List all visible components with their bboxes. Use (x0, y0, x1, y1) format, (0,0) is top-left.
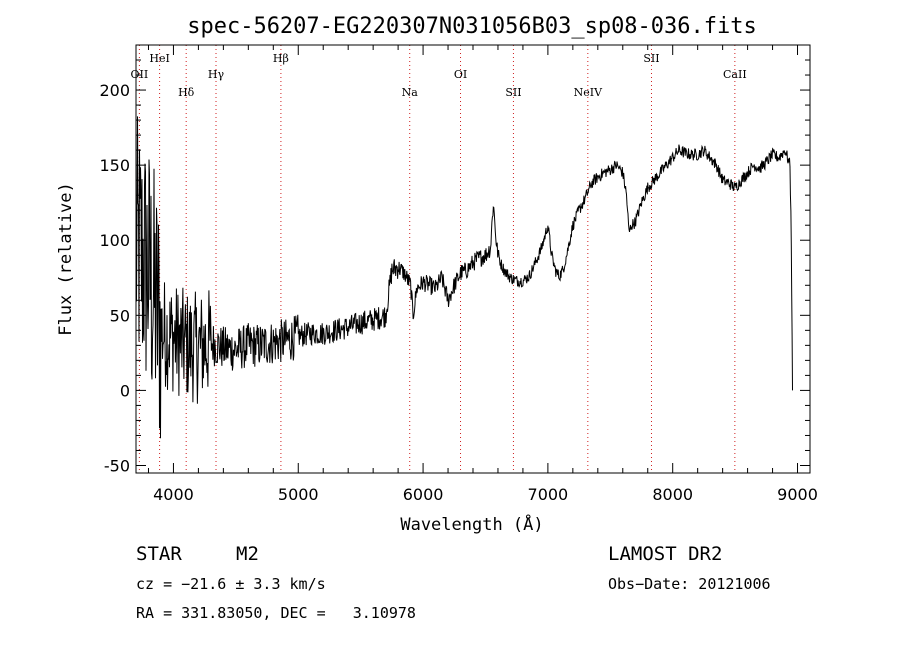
x-tick-label: 4000 (153, 485, 194, 504)
reference-line-label: OII (131, 68, 149, 81)
coordinates: RA = 331.83050, DEC = 3.10978 (136, 604, 416, 622)
reference-line-label: OI (454, 68, 467, 81)
x-axis-label: Wavelength (Å) (400, 513, 543, 535)
reference-line-label: CaII (723, 68, 747, 81)
reference-line-label: HeI (149, 52, 169, 65)
reference-line-label: SII (505, 86, 521, 99)
spectrum-series (135, 116, 793, 439)
reference-line-label: Na (402, 86, 419, 99)
reference-line-label: Hδ (178, 86, 195, 99)
x-tick-label: 6000 (403, 485, 444, 504)
reference-line-label: NeIV (574, 86, 603, 99)
axis-ticks: 4000 5000 6000 7000 8000 9000 -50 0 50 100 150 200 (99, 45, 818, 504)
y-tick-label: 0 (120, 381, 130, 400)
y-tick-label: 100 (99, 231, 130, 250)
redshift-cz: cz = −21.6 ± 3.3 km/s (136, 575, 326, 593)
survey-name: LAMOST DR2 (608, 543, 723, 565)
y-tick-label: 150 (99, 156, 130, 175)
reference-line-label: Hβ (273, 52, 289, 65)
y-tick-label: 50 (110, 306, 130, 325)
object-type: STAR (136, 543, 182, 565)
y-tick-label: 200 (99, 81, 130, 100)
x-tick-label: 8000 (652, 485, 693, 504)
x-tick-label: 7000 (528, 485, 569, 504)
y-tick-label: -50 (104, 456, 130, 475)
x-tick-label: 5000 (278, 485, 319, 504)
spectrum-line (135, 116, 793, 439)
chart-title: spec-56207-EG220307N031056B03_sp08-036.f… (187, 14, 757, 39)
plot-frame (135, 44, 811, 474)
obs-date: Obs−Date: 20121006 (608, 575, 771, 593)
y-axis-label: Flux (relative) (56, 182, 76, 336)
reference-line-label: Hγ (208, 68, 225, 81)
subclass: M2 (236, 543, 259, 565)
reference-line-label: SII (643, 52, 659, 65)
x-tick-label: 9000 (777, 485, 818, 504)
